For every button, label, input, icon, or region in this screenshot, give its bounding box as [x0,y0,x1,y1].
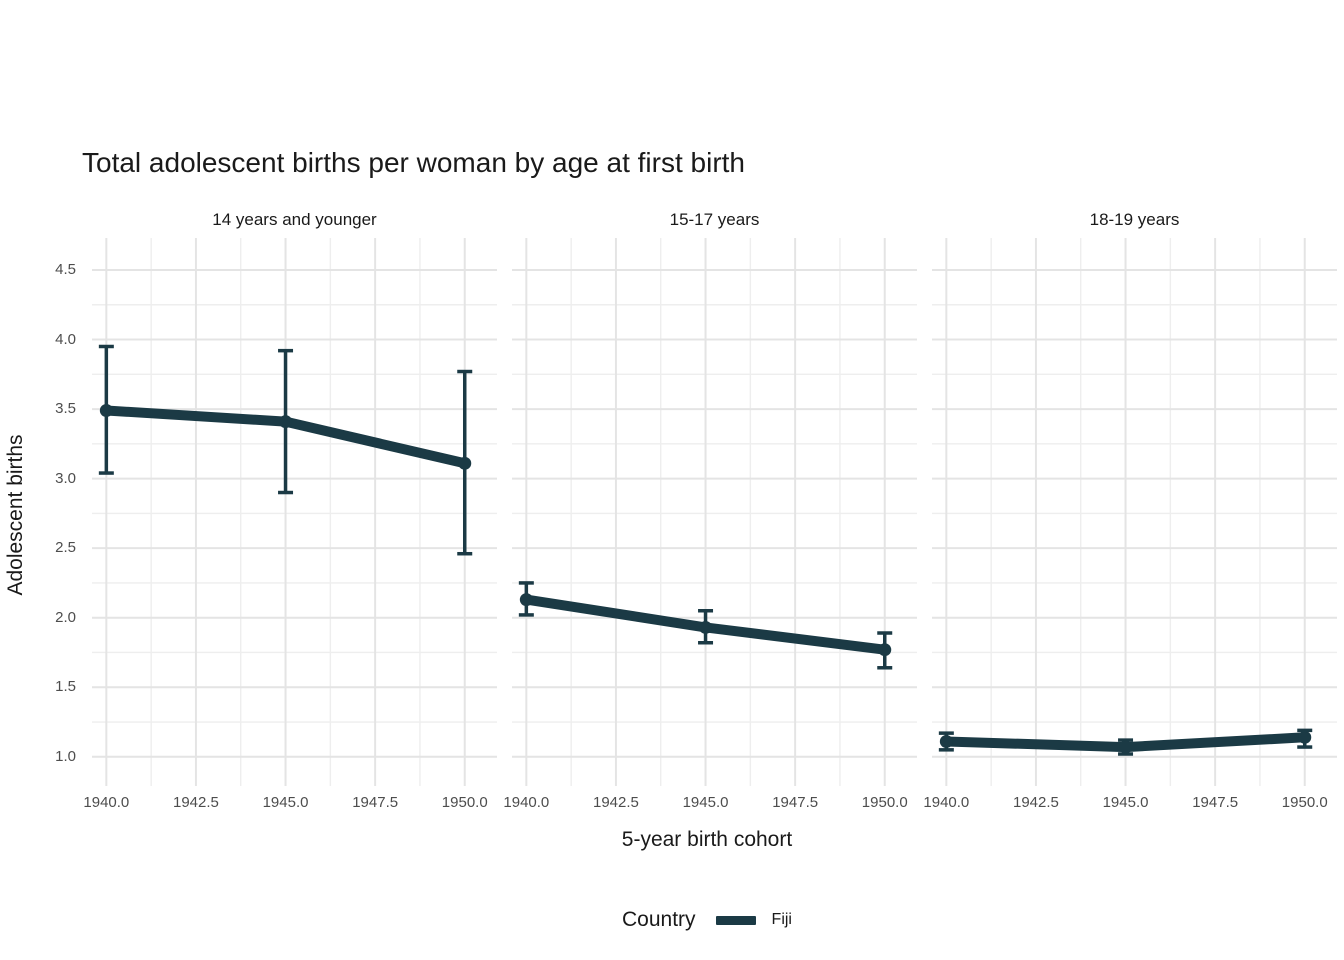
y-tick-label: 3.0 [55,469,76,487]
x-tick-label: 1950.0 [1281,794,1328,811]
x-tick-label: 1942.5 [172,794,219,811]
y-axis-title: Adolescent births [4,434,27,596]
x-tick-label: 1945.0 [682,794,729,811]
x-tick-label: 1950.0 [861,794,908,811]
x-tick-label: 1947.5 [1192,794,1239,811]
y-tick-label: 2.0 [55,608,76,626]
y-tick-label: 2.5 [55,539,76,557]
y-axis-labels: 1.0 1.5 2.0 2.5 3.0 3.5 4.0 4.5 [28,0,76,960]
y-tick-label: 4.5 [55,260,76,278]
facet-strip-label: 15-17 years [669,210,760,229]
facet-panel-18-19-years: 18-19 years 1940.0 1942.5 1945.0 1947.5 1950… [923,208,1337,812]
facet-row: 14 years and younger 1940.0 1942.5 1945.0 1… [83,208,1337,812]
x-tick-label: 1940.0 [83,794,130,811]
x-tick-label: 1940.0 [503,794,550,811]
x-axis-labels: 1940.0 1942.5 1945.0 1947.5 1950.0 [83,786,497,812]
facet-panel-14-years-and-younger: 14 years and younger 1940.0 1942.5 1945.0 1… [83,208,497,812]
x-axis-labels: 1940.0 1942.5 1945.0 1947.5 1950.0 [503,786,917,812]
x-tick-label: 1947.5 [352,794,399,811]
y-tick-label: 1.0 [55,747,76,765]
y-tick-label: 1.5 [55,678,76,696]
x-axis-labels: 1940.0 1942.5 1945.0 1947.5 1950.0 [923,786,1337,812]
x-tick-label: 1945.0 [1102,794,1149,811]
facet-panel-15-17-years: 15-17 years 1940.0 1942.5 1945.0 1947.5 1950… [503,208,917,812]
x-axis-title: 5-year birth cohort [621,828,793,851]
x-tick-label: 1942.5 [592,794,639,811]
x-tick-label: 1942.5 [1012,794,1059,811]
plot-panel [92,238,497,786]
plot-panel [512,238,917,786]
x-tick-label: 1940.0 [923,794,970,811]
legend: Country Fiji [92,908,1322,932]
facet-strip-label: 18-19 years [1089,210,1180,229]
plot-panel [932,238,1337,786]
facet-strip-label: 14 years and younger [212,210,377,229]
legend-title: Country [622,908,696,931]
chart-title: Total adolescent births per woman by age… [82,147,746,178]
x-tick-label: 1950.0 [441,794,488,811]
y-tick-label: 4.0 [55,330,76,348]
legend-line-swatch [715,915,756,925]
legend-item-fiji: Fiji [771,911,792,928]
x-tick-label: 1945.0 [262,794,309,811]
x-tick-label: 1947.5 [772,794,819,811]
y-tick-label: 3.5 [55,400,76,418]
